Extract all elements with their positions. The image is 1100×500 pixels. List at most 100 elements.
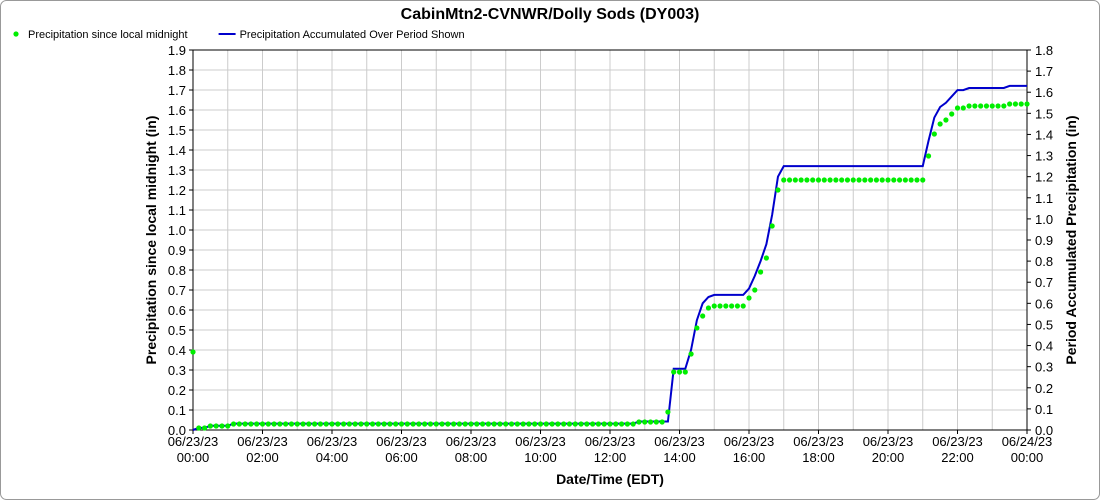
y-tick-label: 0.5: [168, 323, 186, 338]
data-point: [352, 421, 358, 427]
data-point: [659, 419, 665, 425]
data-point: [462, 421, 468, 427]
data-point: [723, 303, 729, 309]
data-point: [230, 421, 237, 427]
data-point: [479, 421, 486, 427]
y2-tick-label: 0.5: [1035, 317, 1053, 332]
data-point: [682, 369, 688, 375]
data-point: [561, 421, 567, 427]
data-point: [584, 421, 590, 427]
data-point: [902, 177, 908, 183]
data-point: [537, 421, 544, 427]
y2-tick-label: 1.3: [1035, 149, 1053, 164]
data-point: [508, 421, 515, 427]
data-point: [317, 421, 324, 427]
data-point: [734, 303, 741, 309]
y-tick-label: 1.3: [168, 163, 186, 178]
data-point: [254, 421, 260, 427]
x-tick-label: 06/23/23 12:00: [585, 434, 636, 465]
y-tick-label: 0.2: [168, 383, 186, 398]
data-point: [364, 421, 370, 427]
data-point: [213, 423, 219, 429]
data-point: [763, 255, 769, 261]
data-point: [375, 421, 381, 427]
x-tick-label: 06/23/23 14:00: [654, 434, 705, 465]
y2-tick-label: 1.0: [1035, 212, 1053, 227]
data-point: [381, 421, 387, 427]
y2-tick-label: 1.4: [1035, 127, 1053, 142]
data-point: [277, 421, 283, 427]
data-point: [514, 421, 520, 427]
data-point: [369, 421, 376, 427]
data-point: [815, 177, 822, 183]
y-tick-label: 0.8: [168, 263, 186, 278]
data-point: [1007, 101, 1013, 107]
y2-tick-label: 0.2: [1035, 381, 1053, 396]
y2-tick-label: 0.1: [1035, 402, 1053, 417]
data-point: [219, 423, 225, 429]
data-point: [624, 421, 630, 427]
data-point: [283, 421, 289, 427]
data-point: [850, 177, 856, 183]
legend-label: Precipitation Accumulated Over Period Sh…: [240, 29, 465, 41]
data-point: [387, 421, 393, 427]
data-point: [943, 117, 949, 123]
data-point: [856, 177, 862, 183]
data-point: [294, 421, 300, 427]
legend-label: Precipitation since local midnight: [28, 29, 188, 41]
data-point: [497, 421, 503, 427]
data-point: [601, 421, 607, 427]
data-point: [995, 103, 1001, 109]
y-tick-label: 0.4: [168, 343, 186, 358]
y-tick-label: 0.7: [168, 283, 186, 298]
data-point: [595, 421, 602, 427]
y-axis-label: Precipitation since local midnight (in): [143, 116, 159, 365]
data-point: [590, 421, 596, 427]
data-point: [201, 425, 208, 431]
y-tick-label: 0.0: [168, 423, 186, 438]
y-tick-label: 1.2: [168, 183, 186, 198]
y2-tick-label: 0.7: [1035, 275, 1053, 290]
data-point: [966, 103, 972, 109]
data-point: [833, 177, 839, 183]
y2-tick-label: 0.3: [1035, 360, 1053, 375]
data-point: [485, 421, 491, 427]
data-point: [340, 421, 347, 427]
data-point: [960, 105, 966, 111]
legend-swatch: [13, 31, 19, 37]
data-point: [769, 223, 775, 229]
x-tick-label: 06/23/23 06:00: [376, 434, 427, 465]
data-point: [891, 177, 897, 183]
data-point: [323, 421, 329, 427]
x-axis-label: Date/Time (EDT): [556, 471, 664, 487]
y-tick-label: 1.0: [168, 223, 186, 238]
data-point: [653, 419, 659, 425]
x-tick-label: 06/23/23 04:00: [307, 434, 358, 465]
y-tick-label: 0.6: [168, 303, 186, 318]
y-tick-label: 1.8: [168, 63, 186, 78]
data-point: [972, 103, 978, 109]
data-point: [954, 105, 961, 111]
data-point: [306, 421, 312, 427]
x-tick-label: 06/23/23 20:00: [863, 434, 914, 465]
data-point: [839, 177, 845, 183]
data-point: [792, 177, 798, 183]
x-tick-label: 06/23/23 22:00: [932, 434, 983, 465]
y-tick-label: 0.9: [168, 243, 186, 258]
data-point: [694, 325, 700, 331]
data-point: [908, 177, 914, 183]
data-point: [543, 421, 549, 427]
data-point: [335, 421, 341, 427]
plot-frame: [192, 49, 1028, 431]
data-point: [398, 421, 405, 427]
y-tick-label: 0.3: [168, 363, 186, 378]
data-point: [445, 421, 451, 427]
data-point: [636, 419, 642, 425]
data-point: [879, 177, 885, 183]
data-point: [451, 421, 457, 427]
data-point: [700, 313, 706, 319]
data-point: [642, 419, 648, 425]
data-point: [288, 421, 295, 427]
data-point: [781, 177, 787, 183]
y2-tick-label: 1.6: [1035, 85, 1053, 100]
